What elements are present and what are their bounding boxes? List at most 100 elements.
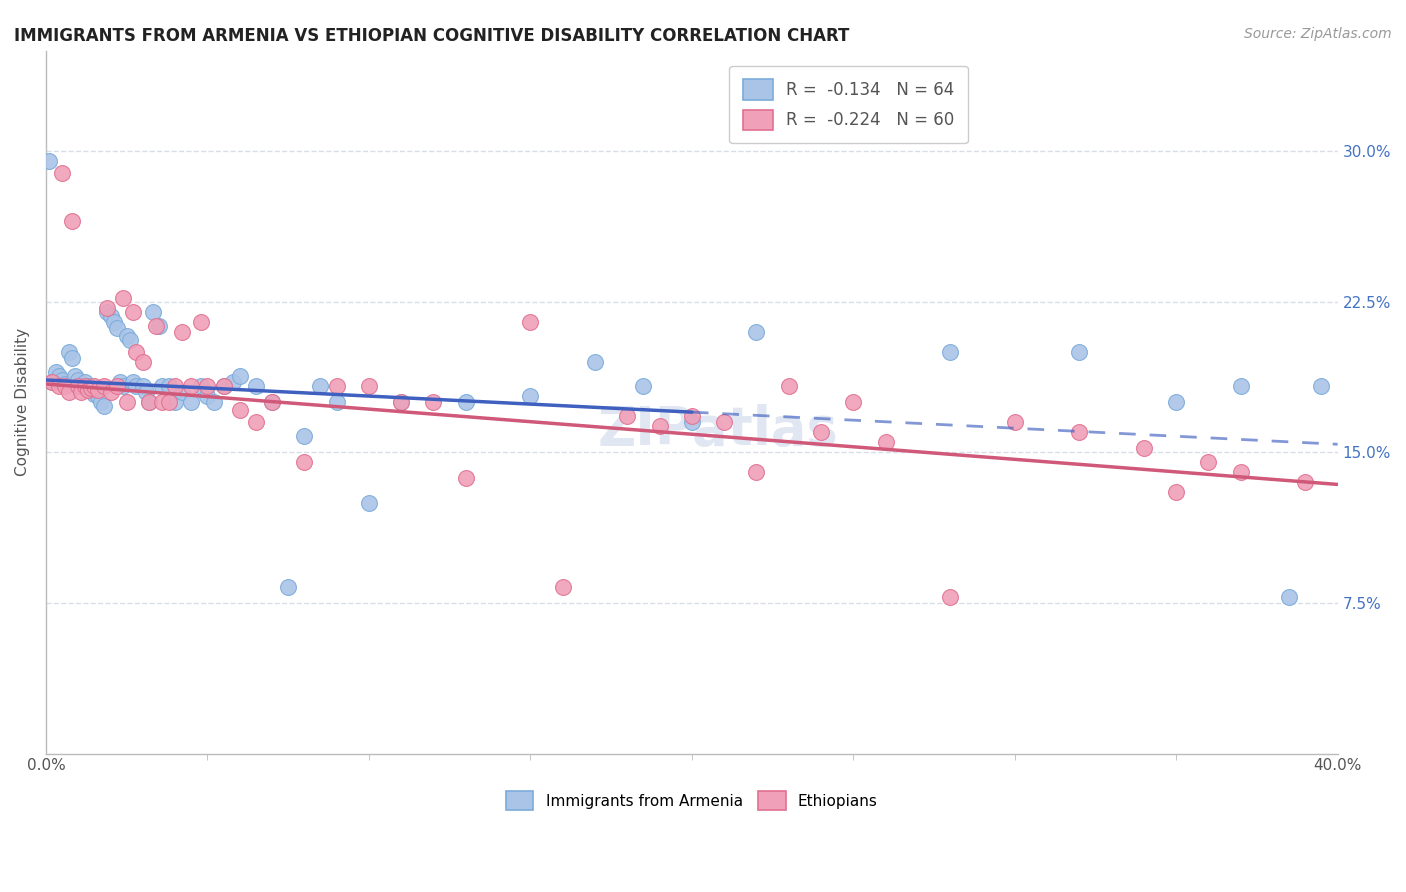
Point	[67, 373, 90, 387]
Point	[132, 355, 155, 369]
Point	[260, 395, 283, 409]
Point	[86, 383, 108, 397]
Point	[222, 375, 245, 389]
Point	[96, 304, 118, 318]
Point	[148, 318, 170, 333]
Point	[93, 399, 115, 413]
Point	[357, 379, 380, 393]
Point	[519, 315, 541, 329]
Point	[45, 365, 67, 379]
Point	[83, 379, 105, 393]
Point	[190, 315, 212, 329]
Text: IMMIGRANTS FROM ARMENIA VS ETHIOPIAN COGNITIVE DISABILITY CORRELATION CHART: IMMIGRANTS FROM ARMENIA VS ETHIOPIAN COG…	[14, 27, 849, 45]
Point	[41, 375, 63, 389]
Point	[73, 375, 96, 389]
Point	[90, 395, 112, 409]
Point	[1198, 455, 1220, 469]
Point	[1004, 415, 1026, 429]
Point	[70, 379, 93, 393]
Point	[93, 379, 115, 393]
Point	[51, 166, 73, 180]
Point	[51, 373, 73, 387]
Point	[180, 395, 202, 409]
Point	[1133, 442, 1156, 456]
Point	[53, 379, 76, 393]
Point	[48, 369, 70, 384]
Point	[713, 415, 735, 429]
Point	[616, 409, 638, 424]
Point	[100, 385, 122, 400]
Point	[1166, 485, 1188, 500]
Point	[138, 395, 160, 409]
Point	[165, 379, 187, 393]
Point	[309, 379, 332, 393]
Point	[100, 309, 122, 323]
Point	[165, 395, 187, 409]
Point	[357, 495, 380, 509]
Point	[138, 395, 160, 409]
Point	[170, 325, 193, 339]
Point	[115, 395, 138, 409]
Point	[190, 379, 212, 393]
Point	[125, 379, 148, 393]
Point	[1310, 379, 1333, 393]
Point	[103, 315, 125, 329]
Point	[53, 377, 76, 392]
Point	[681, 415, 703, 429]
Legend: Immigrants from Armenia, Ethiopians: Immigrants from Armenia, Ethiopians	[501, 785, 884, 816]
Point	[245, 415, 267, 429]
Point	[135, 385, 157, 400]
Point	[454, 395, 477, 409]
Point	[118, 333, 141, 347]
Point	[41, 375, 63, 389]
Point	[77, 379, 100, 393]
Point	[212, 379, 235, 393]
Point	[112, 291, 135, 305]
Point	[228, 403, 250, 417]
Y-axis label: Cognitive Disability: Cognitive Disability	[15, 328, 30, 476]
Point	[292, 429, 315, 443]
Point	[277, 580, 299, 594]
Point	[73, 379, 96, 393]
Point	[58, 385, 80, 400]
Text: ZIPatlаs: ZIPatlаs	[598, 404, 838, 456]
Point	[70, 385, 93, 400]
Point	[105, 379, 128, 393]
Point	[96, 301, 118, 315]
Point	[778, 379, 800, 393]
Point	[260, 395, 283, 409]
Point	[325, 395, 347, 409]
Point	[842, 395, 865, 409]
Point	[1294, 475, 1316, 490]
Point	[157, 379, 180, 393]
Point	[83, 387, 105, 401]
Point	[150, 379, 173, 393]
Point	[145, 318, 167, 333]
Point	[681, 409, 703, 424]
Point	[110, 375, 132, 389]
Point	[125, 345, 148, 359]
Point	[58, 345, 80, 359]
Point	[60, 351, 83, 365]
Point	[86, 389, 108, 403]
Point	[150, 395, 173, 409]
Point	[389, 395, 412, 409]
Point	[422, 395, 444, 409]
Point	[292, 455, 315, 469]
Point	[1229, 379, 1251, 393]
Point	[141, 304, 163, 318]
Point	[1069, 425, 1091, 440]
Point	[648, 419, 671, 434]
Point	[325, 379, 347, 393]
Point	[519, 389, 541, 403]
Point	[389, 395, 412, 409]
Point	[60, 214, 83, 228]
Point	[1278, 590, 1301, 604]
Text: Source: ZipAtlas.com: Source: ZipAtlas.com	[1244, 27, 1392, 41]
Point	[454, 471, 477, 485]
Point	[67, 379, 90, 393]
Point	[80, 381, 103, 395]
Point	[939, 590, 962, 604]
Point	[122, 304, 145, 318]
Point	[202, 395, 225, 409]
